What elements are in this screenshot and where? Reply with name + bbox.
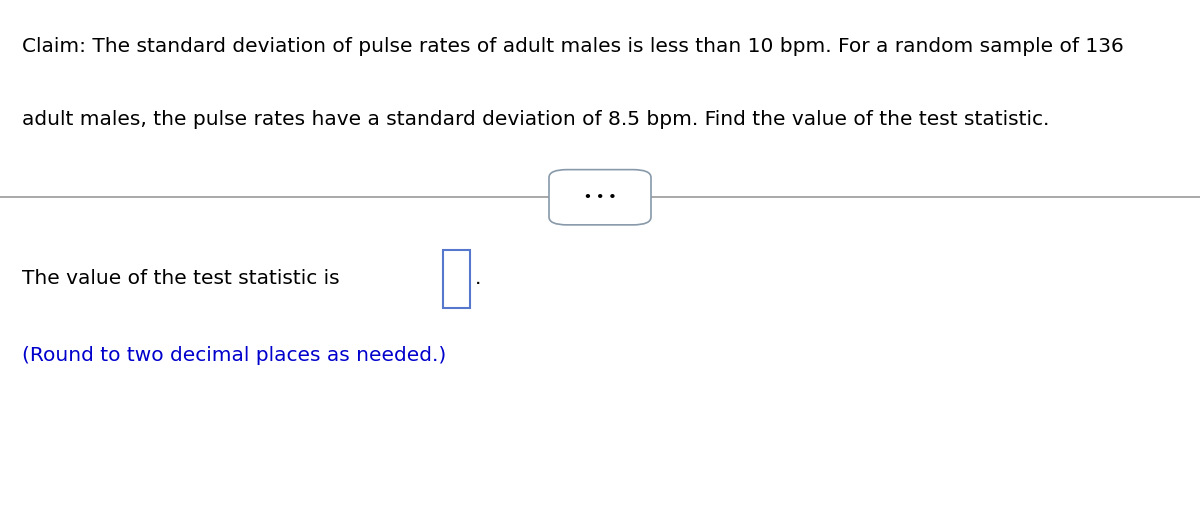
FancyBboxPatch shape bbox=[443, 250, 469, 308]
FancyBboxPatch shape bbox=[550, 169, 650, 225]
Text: (Round to two decimal places as needed.): (Round to two decimal places as needed.) bbox=[22, 346, 446, 365]
Text: • • •: • • • bbox=[584, 191, 616, 204]
Text: Claim: The standard deviation of pulse rates of adult males is less than 10 bpm.: Claim: The standard deviation of pulse r… bbox=[22, 37, 1123, 56]
Text: The value of the test statistic is: The value of the test statistic is bbox=[22, 269, 346, 288]
Text: adult males, the pulse rates have a standard deviation of 8.5 bpm. Find the valu: adult males, the pulse rates have a stan… bbox=[22, 110, 1049, 129]
Text: .: . bbox=[474, 269, 481, 288]
